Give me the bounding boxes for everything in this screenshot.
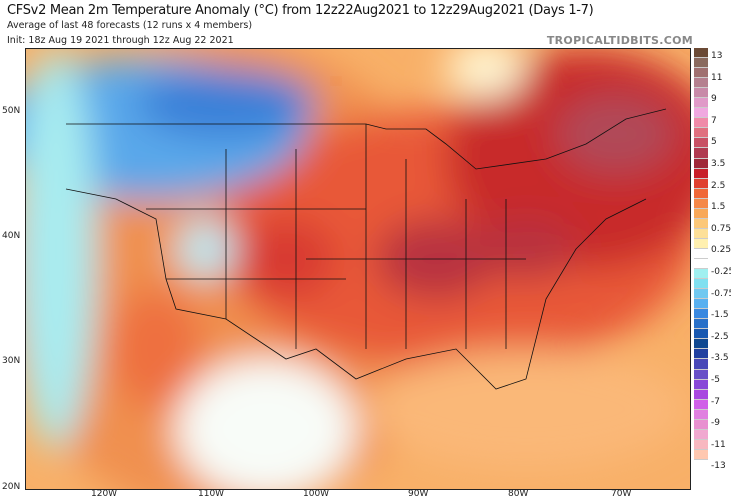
colorbar-label: -0.25: [711, 267, 731, 277]
colorbar-swatch: [694, 409, 708, 420]
colorbar-swatch: [694, 289, 708, 300]
colorbar-label: 2.5: [711, 180, 726, 191]
map-title: CFSv2 Mean 2m Temperature Anomaly (°C) f…: [7, 3, 594, 18]
lon-label: 70W: [611, 489, 632, 499]
colorbar-swatch: [694, 399, 708, 410]
colorbar-swatch: [694, 449, 708, 460]
colorbar-swatch: [694, 269, 708, 280]
colorbar-swatch: [694, 48, 708, 59]
lon-label: 110W: [198, 489, 225, 499]
lat-label: 20N: [2, 482, 21, 492]
colorbar-swatch: [694, 248, 708, 259]
anomaly-field: [26, 49, 690, 489]
colorbar-swatch: [694, 188, 708, 199]
colorbar-swatch: [694, 258, 708, 270]
colorbar-swatch: [694, 178, 708, 189]
lon-label: 80W: [508, 489, 529, 499]
colorbar-swatch: [694, 118, 708, 129]
lat-label: 30N: [2, 356, 21, 366]
colorbar-label: 1.5: [711, 202, 726, 213]
colorbar-swatch: [694, 148, 708, 159]
colorbar-swatch: [694, 359, 708, 370]
borders: [65, 108, 667, 390]
colorbar-swatch: [694, 98, 708, 109]
colorbar-swatch: [694, 389, 708, 400]
colorbar-swatch: [694, 58, 708, 69]
brand-watermark: TROPICALTIDBITS.COM: [546, 34, 693, 47]
colorbar-label: 13: [711, 51, 723, 61]
colorbar-swatch: [694, 158, 708, 169]
colorbar-label: -13: [711, 461, 726, 472]
anomaly-map: [25, 48, 691, 490]
colorbar-swatch: [694, 349, 708, 360]
colorbar-swatch: [694, 379, 708, 390]
colorbar-label: -9: [711, 418, 720, 429]
colorbar-label: 0.75: [711, 223, 731, 234]
colorbar-swatch: [694, 339, 708, 350]
colorbar-label: 9: [711, 94, 717, 105]
colorbar-swatch: [694, 138, 708, 149]
colorbar-label: -7: [711, 396, 720, 407]
colorbar-label: -5: [711, 375, 720, 385]
colorbar-swatch: [694, 168, 708, 179]
colorbar-swatch: [694, 208, 708, 219]
colorbar-swatch: [694, 319, 708, 330]
colorbar-swatch: [694, 198, 708, 209]
colorbar-label: 11: [711, 72, 723, 83]
colorbar-label: 3.5: [711, 159, 726, 169]
colorbar-swatch: [694, 429, 708, 440]
colorbar-swatch: [694, 108, 708, 119]
lon-label: 90W: [408, 489, 429, 499]
colorbar-swatch: [694, 419, 708, 430]
colorbar-swatch: [694, 218, 708, 229]
colorbar: [694, 48, 708, 460]
lat-label: 40N: [2, 231, 21, 241]
colorbar-swatch: [694, 299, 708, 310]
colorbar-label: 7: [711, 115, 717, 126]
colorbar-swatch: [694, 228, 708, 239]
lon-label: 120W: [91, 489, 118, 499]
init-text: Init: 18z Aug 19 2021 through 12z Aug 22…: [7, 35, 234, 46]
lat-label: 50N: [2, 106, 21, 116]
colorbar-swatch: [694, 309, 708, 320]
colorbar-swatch: [694, 369, 708, 380]
colorbar-swatch: [694, 329, 708, 340]
colorbar-swatch: [694, 68, 708, 79]
colorbar-label: -11: [711, 439, 726, 450]
colorbar-label: 0.25: [711, 245, 731, 256]
colorbar-label: -3.5: [711, 353, 729, 364]
colorbar-swatch: [694, 88, 708, 99]
colorbar-swatch: [694, 238, 708, 249]
lon-label: 100W: [303, 489, 330, 499]
colorbar-swatch: [694, 279, 708, 290]
colorbar-swatch: [694, 128, 708, 139]
colorbar-label: 5: [711, 137, 717, 148]
colorbar-swatch: [694, 78, 708, 89]
colorbar-swatch: [694, 439, 708, 450]
colorbar-label: -0.75: [711, 288, 731, 299]
map-subtitle: Average of last 48 forecasts (12 runs x …: [7, 20, 253, 31]
colorbar-label: -2.5: [711, 331, 729, 342]
colorbar-label: -1.5: [711, 310, 729, 321]
